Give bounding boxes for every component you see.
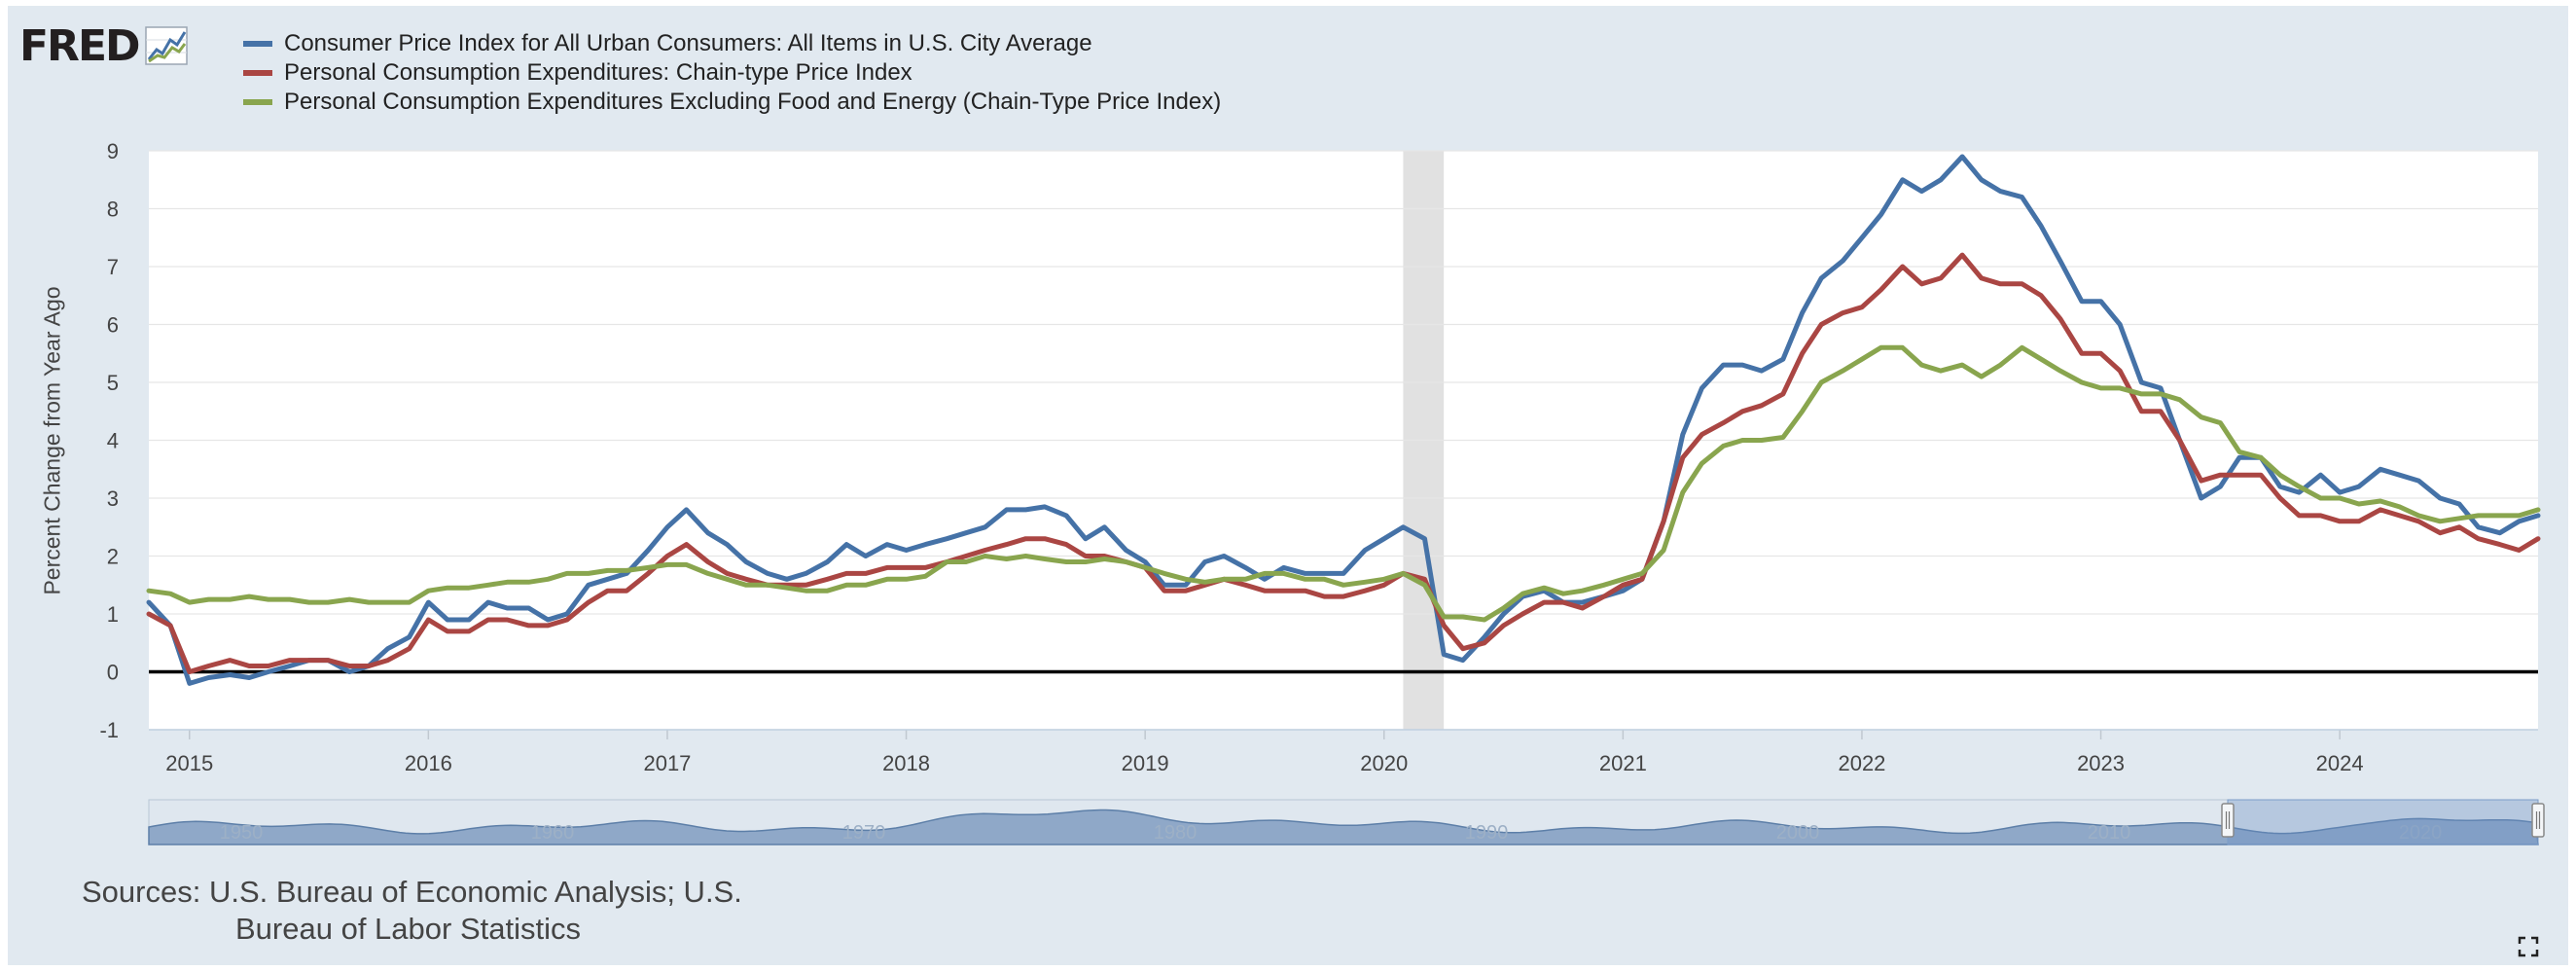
navigator-overview-series	[148, 809, 2539, 845]
series-line	[146, 344, 2541, 623]
navigator-tick-label: 1960	[531, 822, 575, 844]
legend-item[interactable]: Personal Consumption Expenditures Exclud…	[243, 88, 1221, 117]
legend-item[interactable]: Personal Consumption Expenditures: Chain…	[243, 58, 1221, 88]
navigator-tick-label: 1950	[220, 822, 264, 844]
navigator-tick-label: 1990	[1465, 822, 1509, 844]
series-line	[146, 154, 2541, 686]
fullscreen-icon[interactable]	[2518, 936, 2539, 957]
x-tick-label: 2015	[165, 751, 213, 775]
y-tick-label: 3	[107, 486, 119, 511]
legend-label: Consumer Price Index for All Urban Consu…	[284, 30, 1092, 56]
y-tick-label: 2	[107, 545, 119, 569]
chart-legend: Consumer Price Index for All Urban Consu…	[243, 29, 1221, 117]
y-tick-label: 6	[107, 313, 119, 338]
x-tick-label: 2022	[1838, 751, 1885, 775]
y-tick-label: 5	[107, 371, 119, 395]
x-tick-label: 2021	[1599, 751, 1647, 775]
line-chart: -1 0 1 2 3 4 5 6 7 8 9 2015 2016 2017 2018 2019 2020 2021…	[99, 139, 2545, 845]
legend-item[interactable]: Consumer Price Index for All Urban Consu…	[243, 29, 1221, 58]
legend-swatch	[243, 99, 272, 105]
sources-note: Sources: U.S. Bureau of Economic Analysi…	[82, 874, 742, 948]
series-line	[146, 252, 2541, 674]
y-tick-label: 4	[107, 429, 119, 453]
fred-graph-icon	[144, 26, 188, 65]
navigator-selection[interactable]	[2227, 799, 2539, 845]
navigator-tick-label: 1980	[1154, 822, 1198, 844]
x-tick-label: 2017	[643, 751, 691, 775]
y-tick-label: 7	[107, 255, 119, 279]
fred-logo-text: FRED	[19, 20, 141, 71]
navigator-handle[interactable]	[2221, 803, 2235, 838]
x-tick-label: 2024	[2316, 751, 2364, 775]
sources-line-1: Sources: U.S. Bureau of Economic Analysi…	[82, 875, 742, 909]
x-tick-label: 2023	[2077, 751, 2125, 775]
navigator-tick-label: 1970	[842, 822, 886, 844]
legend-label: Personal Consumption Expenditures Exclud…	[284, 89, 1222, 115]
legend-label: Personal Consumption Expenditures: Chain…	[284, 59, 912, 86]
x-tick-label: 2020	[1360, 751, 1408, 775]
navigator-handle[interactable]	[2531, 803, 2545, 838]
x-tick-label: 2018	[882, 751, 930, 775]
plot-layer: -1 0 1 2 3 4 5 6 7 8 9 2015 2016 2017 2018 2019 2020 2021…	[99, 139, 2541, 775]
x-tick-label: 2019	[1122, 751, 1169, 775]
navigator-tick-label: 2010	[2088, 822, 2131, 844]
navigator-tick-label: 2020	[2399, 822, 2443, 844]
y-tick-label: 0	[107, 661, 119, 685]
sources-line-2: Bureau of Labor Statistics	[235, 912, 581, 946]
fred-logo[interactable]: FRED	[19, 19, 188, 72]
navigator[interactable]: 1950 1960 1970 1980 1990 2000 2010 2020	[148, 799, 2545, 845]
y-tick-label: -1	[99, 718, 119, 742]
y-tick-label: 1	[107, 602, 119, 627]
legend-swatch	[243, 70, 272, 76]
y-tick-label: 9	[107, 139, 119, 163]
navigator-tick-label: 2000	[1776, 822, 1820, 844]
legend-swatch	[243, 41, 272, 47]
y-tick-label: 8	[107, 198, 119, 222]
x-tick-label: 2016	[405, 751, 452, 775]
